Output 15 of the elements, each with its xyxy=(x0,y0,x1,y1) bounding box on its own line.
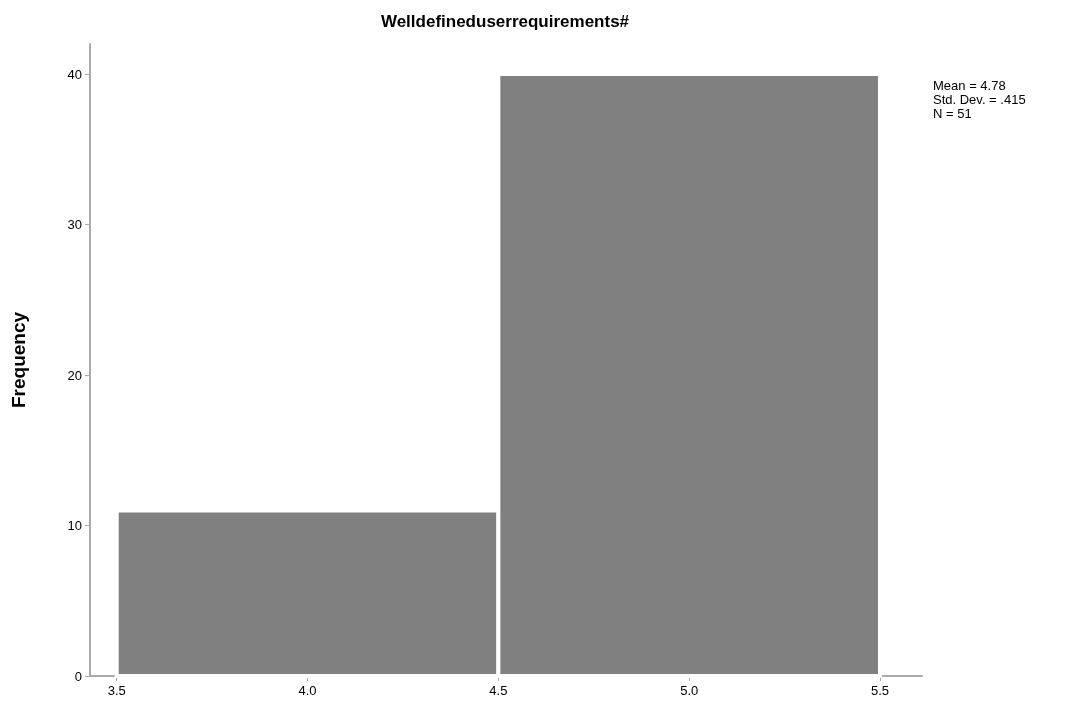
text: N = 51 xyxy=(933,105,972,121)
y-tick-label: 10 xyxy=(67,518,82,534)
y-tick-label: 0 xyxy=(74,668,82,684)
y-tick-label: 20 xyxy=(67,367,82,383)
x-tick-label: 4.0 xyxy=(298,683,317,698)
x-tick-label: 5.5 xyxy=(870,683,890,698)
x-tick-label: 3.5 xyxy=(107,683,126,698)
chart-title: Welldefineduserrequirements# xyxy=(380,12,630,31)
y-tick-label: 30 xyxy=(67,217,82,233)
text: Mean = 4.78 xyxy=(933,77,1006,93)
text: Std. Dev. = .415 xyxy=(933,91,1026,107)
x-tick-label: 4.5 xyxy=(489,683,508,698)
x-tick-label: 5.0 xyxy=(680,683,699,698)
y-tick-label: 40 xyxy=(67,66,82,82)
y-axis-title: Frequency xyxy=(8,311,29,409)
